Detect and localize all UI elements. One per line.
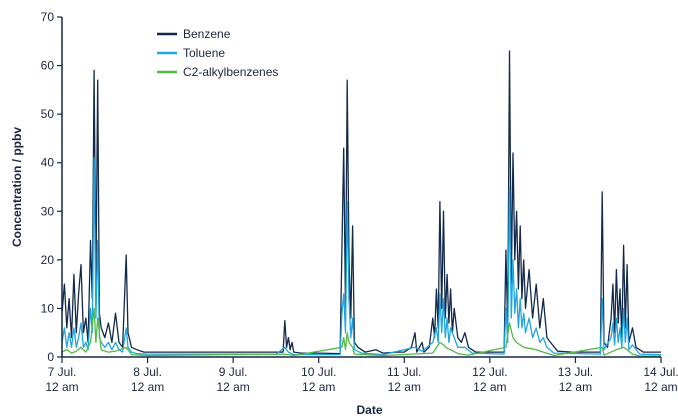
x-tick-label-date: 8 Jul. (133, 365, 162, 379)
x-tick-label-time: 12 am (559, 380, 592, 394)
x-tick-label-time: 12 am (45, 380, 78, 394)
legend-label-toluene: Toluene (183, 46, 225, 60)
y-tick-label: 10 (41, 301, 55, 315)
x-axis-title: Date (356, 403, 382, 417)
x-tick-label-date: 13 Jul. (558, 365, 593, 379)
x-tick-label-time: 12 am (131, 380, 164, 394)
legend: Benzene Toluene C2-alkylbenzenes (157, 27, 278, 79)
y-tick-label: 70 (41, 10, 55, 24)
x-tick-label-time: 12 am (473, 380, 506, 394)
x-tick-label-time: 12 am (644, 380, 677, 394)
y-tick-layer: 0 10 20 30 40 50 60 70 (41, 10, 62, 364)
x-tick-label-time: 12 am (388, 380, 421, 394)
x-tick-label-date: 9 Jul. (219, 365, 248, 379)
x-tick-label-time: 12 am (302, 380, 335, 394)
legend-label-c2-alkylbenzenes: C2-alkylbenzenes (183, 65, 278, 79)
series-layer (61, 50, 662, 357)
series-line-toluene (61, 157, 662, 356)
y-tick-label: 50 (41, 107, 55, 121)
y-tick-label: 40 (41, 156, 55, 170)
y-axis-title: Concentration / ppbv (10, 127, 24, 247)
axes-layer (61, 17, 661, 358)
series-line-c2-alkylbenzenes (61, 307, 661, 357)
x-tick-label-date: 11 Jul. (387, 365, 421, 379)
x-tick-label-date: 10 Jul. (301, 365, 336, 379)
x-tick-label-date: 7 Jul. (48, 365, 77, 379)
legend-label-benzene: Benzene (183, 27, 231, 41)
x-tick-label-date: 12 Jul. (472, 365, 507, 379)
x-tick-label-time: 12 am (216, 380, 249, 394)
x-tick-label-date: 14 Jul. (643, 365, 678, 379)
y-tick-label: 20 (41, 253, 55, 267)
y-tick-label: 30 (41, 204, 55, 218)
series-line-benzene (61, 50, 661, 355)
y-tick-label: 0 (47, 350, 54, 364)
y-tick-label: 60 (41, 59, 55, 73)
